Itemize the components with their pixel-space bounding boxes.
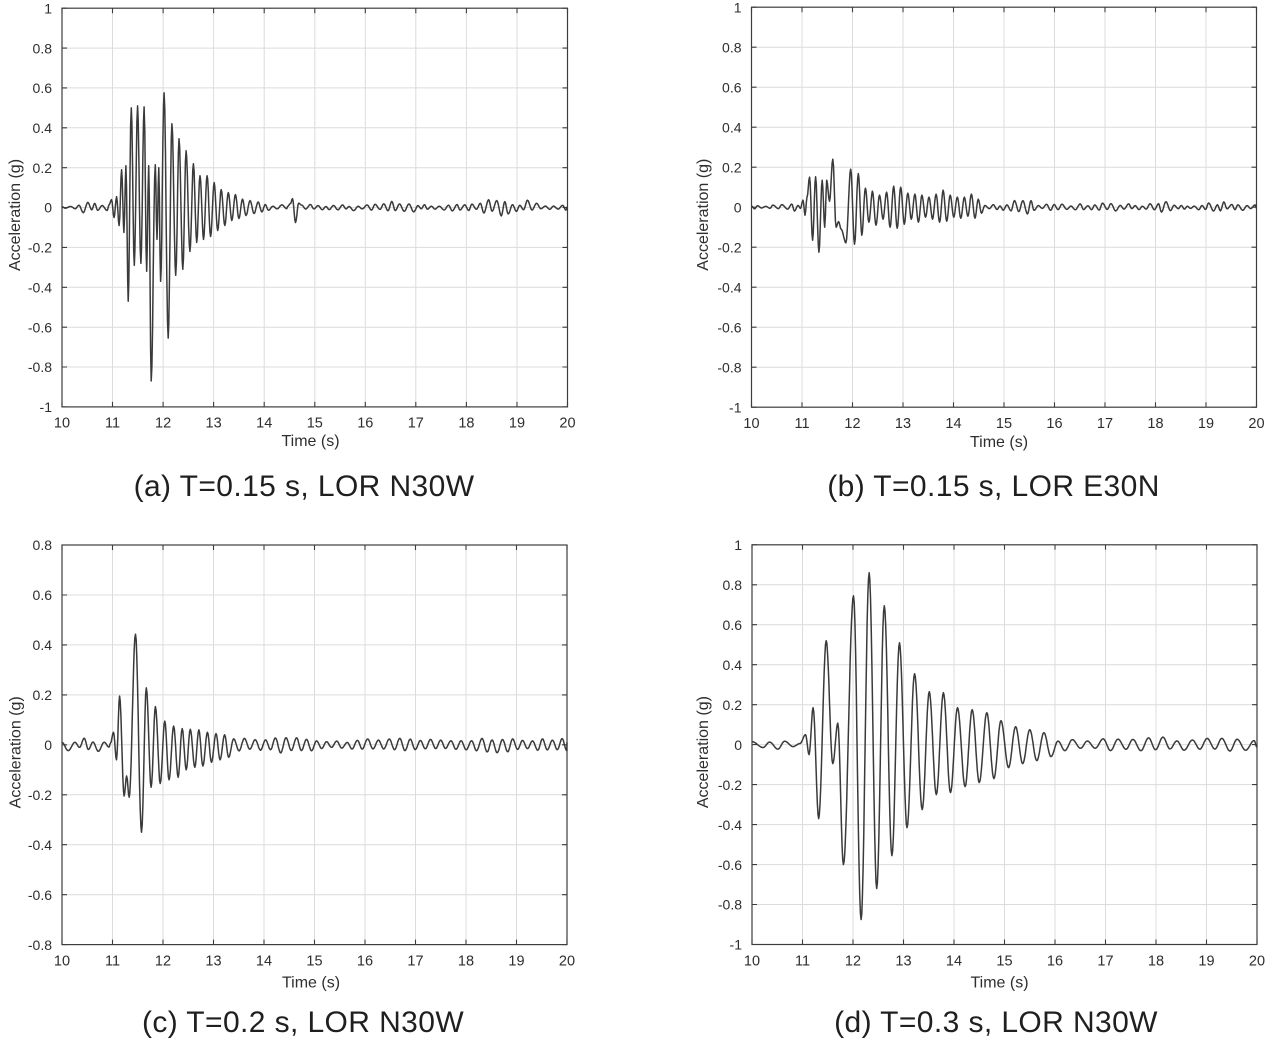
svg-text:0.6: 0.6 bbox=[723, 617, 743, 633]
svg-text:(d) T=0.3 s, LOR N30W: (d) T=0.3 s, LOR N30W bbox=[834, 1006, 1158, 1039]
svg-text:10: 10 bbox=[744, 953, 760, 969]
svg-text:10: 10 bbox=[54, 953, 70, 969]
svg-text:10: 10 bbox=[54, 416, 70, 432]
svg-text:-0.2: -0.2 bbox=[717, 239, 741, 255]
svg-text:19: 19 bbox=[509, 416, 525, 432]
svg-text:12: 12 bbox=[155, 953, 171, 969]
svg-text:0: 0 bbox=[44, 200, 52, 216]
svg-text:13: 13 bbox=[205, 953, 221, 969]
svg-text:13: 13 bbox=[206, 416, 222, 432]
svg-text:-0.8: -0.8 bbox=[717, 359, 741, 375]
svg-text:11: 11 bbox=[794, 416, 809, 432]
svg-text:(c) T=0.2 s, LOR N30W: (c) T=0.2 s, LOR N30W bbox=[142, 1006, 464, 1039]
svg-text:Acceleration (g): Acceleration (g) bbox=[695, 159, 712, 271]
svg-text:19: 19 bbox=[1198, 416, 1214, 432]
svg-text:-0.6: -0.6 bbox=[28, 319, 52, 335]
svg-text:Time (s): Time (s) bbox=[970, 434, 1028, 451]
svg-text:0.4: 0.4 bbox=[33, 637, 53, 653]
svg-text:14: 14 bbox=[946, 953, 962, 969]
svg-text:-0.4: -0.4 bbox=[28, 837, 52, 853]
svg-text:15: 15 bbox=[306, 953, 322, 969]
svg-text:0.4: 0.4 bbox=[33, 120, 53, 136]
svg-text:10: 10 bbox=[743, 416, 759, 432]
svg-text:0.8: 0.8 bbox=[33, 537, 53, 553]
svg-text:-0.6: -0.6 bbox=[28, 887, 52, 903]
svg-text:0.2: 0.2 bbox=[33, 160, 53, 176]
svg-text:0: 0 bbox=[44, 737, 52, 753]
svg-text:19: 19 bbox=[1198, 953, 1214, 969]
svg-text:-1: -1 bbox=[729, 399, 742, 415]
svg-text:(a) T=0.15 s, LOR N30W: (a) T=0.15 s, LOR N30W bbox=[134, 470, 475, 503]
svg-text:16: 16 bbox=[357, 416, 373, 432]
svg-text:0.2: 0.2 bbox=[722, 159, 742, 175]
svg-text:1: 1 bbox=[734, 537, 742, 553]
svg-text:20: 20 bbox=[1248, 416, 1264, 432]
svg-text:17: 17 bbox=[1097, 416, 1113, 432]
svg-text:17: 17 bbox=[408, 416, 424, 432]
svg-text:14: 14 bbox=[256, 416, 272, 432]
svg-text:20: 20 bbox=[559, 416, 575, 432]
svg-text:18: 18 bbox=[1148, 953, 1164, 969]
svg-text:13: 13 bbox=[895, 953, 911, 969]
svg-text:19: 19 bbox=[508, 953, 524, 969]
svg-text:0.2: 0.2 bbox=[33, 687, 53, 703]
svg-text:Time (s): Time (s) bbox=[282, 975, 340, 992]
svg-text:0.2: 0.2 bbox=[723, 697, 743, 713]
svg-text:16: 16 bbox=[1046, 416, 1062, 432]
svg-text:14: 14 bbox=[945, 416, 961, 432]
svg-text:-0.4: -0.4 bbox=[28, 280, 52, 296]
svg-text:1: 1 bbox=[734, 0, 742, 15]
svg-text:20: 20 bbox=[559, 953, 575, 969]
svg-text:-0.6: -0.6 bbox=[718, 857, 742, 873]
svg-text:Acceleration (g): Acceleration (g) bbox=[695, 696, 712, 808]
svg-text:-0.8: -0.8 bbox=[28, 359, 52, 375]
svg-text:12: 12 bbox=[845, 953, 861, 969]
svg-text:-0.4: -0.4 bbox=[718, 817, 742, 833]
svg-text:-0.2: -0.2 bbox=[28, 787, 52, 803]
svg-text:0.8: 0.8 bbox=[723, 577, 743, 593]
svg-text:0: 0 bbox=[734, 199, 742, 215]
svg-text:17: 17 bbox=[1097, 953, 1113, 969]
svg-text:16: 16 bbox=[357, 953, 373, 969]
svg-text:Time (s): Time (s) bbox=[281, 433, 339, 450]
svg-text:-0.8: -0.8 bbox=[28, 937, 52, 953]
svg-text:-1: -1 bbox=[730, 937, 743, 953]
svg-text:0.6: 0.6 bbox=[33, 587, 53, 603]
svg-text:-0.4: -0.4 bbox=[717, 279, 741, 295]
svg-text:15: 15 bbox=[307, 416, 323, 432]
svg-text:Acceleration (g): Acceleration (g) bbox=[7, 159, 24, 271]
svg-text:15: 15 bbox=[996, 416, 1012, 432]
svg-text:16: 16 bbox=[1047, 953, 1063, 969]
svg-text:13: 13 bbox=[895, 416, 911, 432]
svg-text:12: 12 bbox=[155, 416, 171, 432]
svg-text:(b) T=0.15 s, LOR E30N: (b) T=0.15 s, LOR E30N bbox=[827, 470, 1160, 503]
svg-text:-0.6: -0.6 bbox=[717, 319, 741, 335]
svg-text:15: 15 bbox=[996, 953, 1012, 969]
svg-text:11: 11 bbox=[105, 416, 120, 432]
svg-text:0.4: 0.4 bbox=[722, 119, 742, 135]
svg-text:-1: -1 bbox=[40, 399, 53, 415]
svg-text:-0.8: -0.8 bbox=[718, 897, 742, 913]
svg-text:14: 14 bbox=[256, 953, 272, 969]
svg-text:11: 11 bbox=[795, 953, 810, 969]
svg-text:18: 18 bbox=[1147, 416, 1163, 432]
svg-text:-0.2: -0.2 bbox=[718, 777, 742, 793]
svg-text:0.8: 0.8 bbox=[33, 40, 53, 56]
svg-text:18: 18 bbox=[458, 953, 474, 969]
svg-text:0.8: 0.8 bbox=[722, 39, 742, 55]
svg-text:11: 11 bbox=[105, 953, 120, 969]
svg-text:0.4: 0.4 bbox=[723, 657, 743, 673]
svg-text:Time (s): Time (s) bbox=[970, 975, 1028, 992]
svg-text:0.6: 0.6 bbox=[722, 79, 742, 95]
svg-text:0: 0 bbox=[734, 737, 742, 753]
svg-text:12: 12 bbox=[844, 416, 860, 432]
svg-text:Acceleration (g): Acceleration (g) bbox=[8, 696, 25, 808]
svg-text:20: 20 bbox=[1249, 953, 1265, 969]
svg-text:18: 18 bbox=[458, 416, 474, 432]
svg-text:17: 17 bbox=[407, 953, 423, 969]
svg-text:0.6: 0.6 bbox=[33, 80, 53, 96]
svg-text:1: 1 bbox=[44, 0, 52, 16]
svg-text:-0.2: -0.2 bbox=[28, 240, 52, 256]
